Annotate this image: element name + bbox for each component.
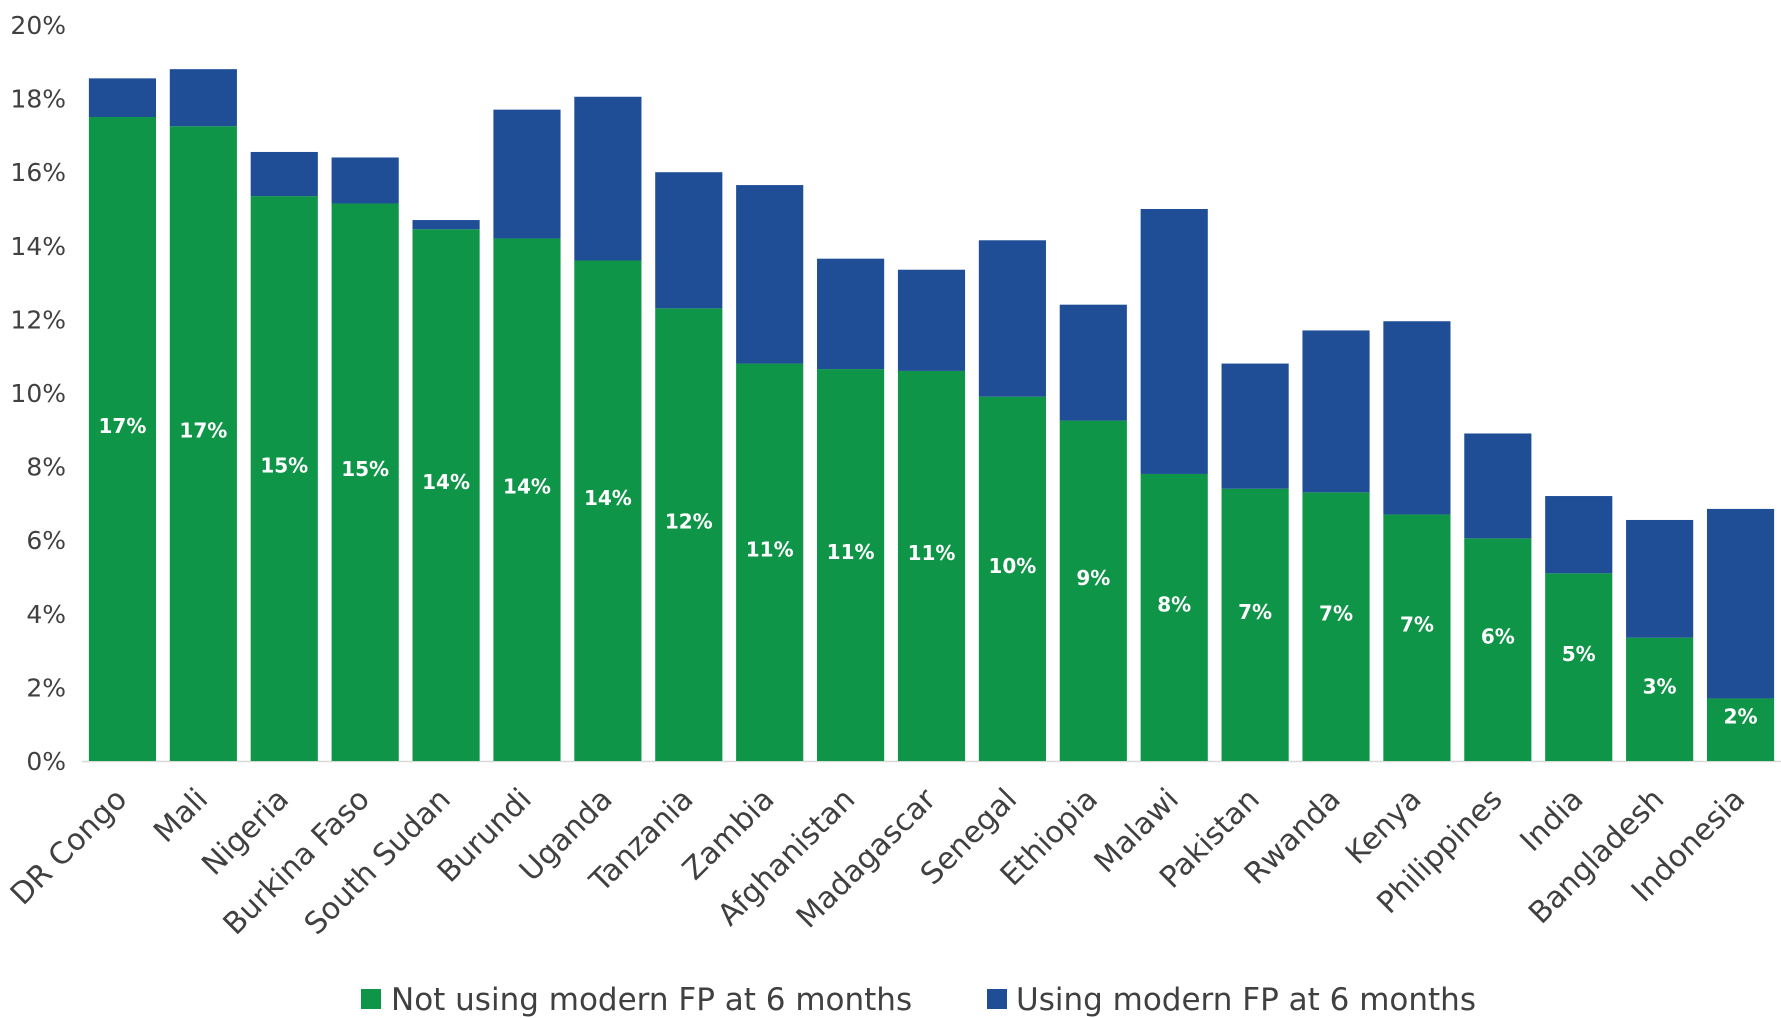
bar-not-using-segment xyxy=(1302,492,1370,761)
bar-not-using-segment xyxy=(412,229,480,762)
bar-data-label: 7% xyxy=(1238,600,1272,624)
bar-data-label: 15% xyxy=(260,454,308,478)
legend-swatch xyxy=(987,989,1007,1009)
bar-data-label: 11% xyxy=(827,540,875,564)
bar-data-label: 12% xyxy=(665,510,713,534)
y-tick-label: 16% xyxy=(10,158,66,187)
y-tick-label: 10% xyxy=(10,379,66,408)
bar-not-using-segment xyxy=(1383,514,1451,761)
bar-using-segment xyxy=(736,185,804,364)
bar-data-labels: 17% 17% 15% 15% 14% 14% 14% 12% 11% 11% 11% 10% 9% 8%… xyxy=(99,414,1758,729)
bar-not-using-segment xyxy=(493,238,561,761)
y-tick-label: 12% xyxy=(10,305,66,334)
legend-label: Not using modern FP at 6 months xyxy=(391,982,912,1018)
bar-using-segment xyxy=(88,78,157,117)
bar-data-label: 11% xyxy=(908,541,956,565)
bar-data-label: 7% xyxy=(1319,602,1353,626)
y-tick-label: 0% xyxy=(26,747,66,776)
legend-label: Using modern FP at 6 months xyxy=(1016,982,1476,1018)
x-tick-label: Madagascar xyxy=(790,781,944,935)
bar-using-segment xyxy=(1140,209,1208,474)
bar-data-label: 9% xyxy=(1076,566,1110,590)
bar-using-segment xyxy=(1302,330,1370,493)
y-tick-label: 2% xyxy=(26,673,66,702)
legend: Not using modern FP at 6 months Using mod… xyxy=(361,982,1476,1018)
bar-using-segment xyxy=(897,269,966,371)
y-tick-label: 8% xyxy=(26,453,66,482)
bar-not-using-segment xyxy=(88,117,157,761)
bar-not-using-segment xyxy=(1140,473,1208,761)
bar-data-label: 8% xyxy=(1157,592,1191,616)
bar-using-segment xyxy=(331,157,399,204)
bar-using-segment xyxy=(574,96,642,261)
bars xyxy=(88,69,1775,762)
bar-using-segment xyxy=(493,109,561,239)
bar-not-using-segment xyxy=(169,126,237,761)
x-tick-label: DR Congo xyxy=(4,782,134,912)
bar-data-label: 5% xyxy=(1562,642,1596,666)
bar-data-label: 3% xyxy=(1643,674,1677,698)
bar-data-label: 17% xyxy=(179,419,227,443)
bar-not-using-segment xyxy=(978,396,1046,761)
bar-using-segment xyxy=(655,172,723,309)
y-tick-label: 6% xyxy=(26,526,66,555)
bar-not-using-segment xyxy=(736,363,804,761)
y-axis: 0% 2% 4% 6% 8% 10% 12% 14% 16% 18% 20% xyxy=(10,11,1781,776)
bar-using-segment xyxy=(412,220,480,230)
bar-using-segment xyxy=(1383,321,1451,515)
bar-using-segment xyxy=(250,151,318,197)
bar-data-label: 11% xyxy=(746,537,794,561)
bar-not-using-segment xyxy=(1464,538,1532,761)
y-tick-label: 14% xyxy=(10,232,66,261)
y-tick-label: 20% xyxy=(10,11,66,40)
bar-using-segment xyxy=(1464,433,1532,539)
bar-data-label: 14% xyxy=(422,470,470,494)
bar-not-using-segment xyxy=(1059,420,1127,761)
legend-swatch xyxy=(361,989,381,1009)
bar-using-segment xyxy=(1221,363,1289,489)
x-tick-label: India xyxy=(1514,782,1591,859)
bar-data-label: 10% xyxy=(988,554,1036,578)
bar-not-using-segment xyxy=(1706,698,1775,761)
bar-using-segment xyxy=(169,69,237,127)
bar-data-label: 6% xyxy=(1481,625,1515,649)
bar-not-using-segment xyxy=(1626,637,1694,761)
bar-using-segment xyxy=(978,240,1046,397)
bar-data-label: 14% xyxy=(584,486,632,510)
bar-not-using-segment xyxy=(250,196,318,761)
bar-data-label: 15% xyxy=(341,457,389,481)
y-tick-label: 18% xyxy=(10,85,66,114)
bar-not-using-segment xyxy=(897,370,966,761)
bar-not-using-segment xyxy=(574,260,642,761)
bar-using-segment xyxy=(1545,496,1613,574)
bar-not-using-segment xyxy=(817,369,885,761)
x-tick-label: Mali xyxy=(147,782,215,850)
bar-using-segment xyxy=(1706,508,1775,699)
bar-not-using-segment xyxy=(1221,488,1289,761)
bar-data-label: 17% xyxy=(99,414,147,438)
bar-not-using-segment xyxy=(331,203,399,762)
bar-using-segment xyxy=(817,258,885,370)
bar-not-using-segment xyxy=(1545,573,1613,761)
bar-not-using-segment xyxy=(655,308,723,761)
y-tick-label: 4% xyxy=(26,600,66,629)
bar-data-label: 2% xyxy=(1724,705,1758,729)
bar-data-label: 14% xyxy=(503,475,551,499)
bar-using-segment xyxy=(1626,519,1694,638)
bar-data-label: 7% xyxy=(1400,613,1434,637)
bar-using-segment xyxy=(1059,304,1127,421)
